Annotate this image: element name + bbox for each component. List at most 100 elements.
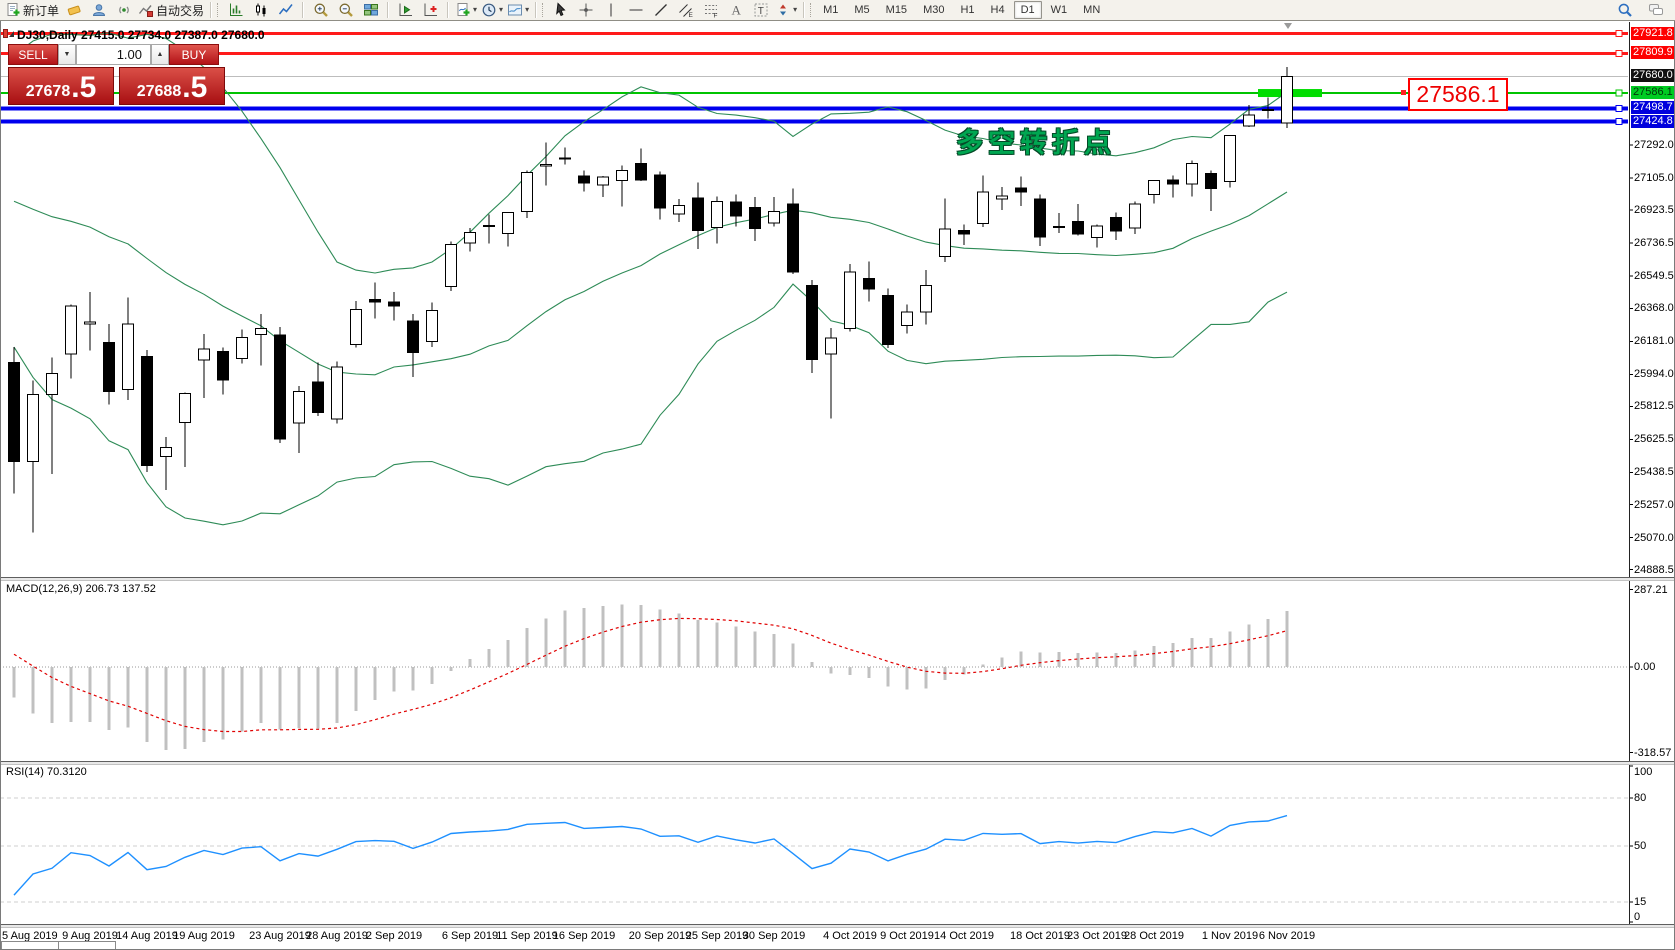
bar-chart-icon [229,3,243,16]
trendline-icon [654,4,667,16]
cursor-icon [555,2,566,17]
fibonacci-icon: F [704,5,717,18]
timeframe-button-m5[interactable]: M5 [854,4,870,16]
signals-button[interactable] [111,1,136,20]
templates-button[interactable]: ▾ [505,1,531,20]
chat-button[interactable] [1643,1,1668,20]
chart-line-button[interactable] [273,1,298,20]
price-axis-tick: 26736.5 [1634,237,1674,250]
horizontal-line-button[interactable] [623,1,648,20]
text-label-button[interactable]: T [748,1,773,20]
arrows-icon [780,4,787,16]
indicators-button[interactable]: ▾ [453,1,479,20]
dropdown-caret-icon: ▾ [473,5,478,14]
periods-button[interactable]: ▾ [479,1,505,20]
text-label-icon: T [754,3,768,17]
pane-splitter-macd[interactable] [0,577,1675,581]
annotation-anchor-marker [1401,90,1406,95]
volume-input[interactable] [76,44,151,65]
chart-shift-button[interactable] [418,1,443,20]
search-icon [1618,3,1632,17]
pane-splitter-rsi[interactable] [0,761,1675,765]
date-axis-label: 19 Aug 2019 [173,930,235,942]
sell-price-int: 27678 [25,83,71,101]
buy-caption: BUY [169,44,219,65]
buy-button[interactable]: 27688 .5 [119,67,225,105]
toolbar-separator [447,2,450,18]
price-axis-tick: 24888.5 [1634,563,1674,576]
timeframe-button-h1[interactable]: H1 [960,4,975,16]
toolbar-grip [810,3,813,17]
line-chart-icon [278,4,293,15]
toolbar-separator [535,2,538,18]
crosshair-button[interactable] [573,1,598,20]
crosshair-icon [579,3,593,17]
chart-candles-button[interactable] [248,1,273,20]
community-button[interactable] [86,1,111,20]
search-button[interactable] [1612,1,1637,20]
timeframe-button-m30[interactable]: M30 [923,4,945,16]
community-icon [92,4,105,16]
timeframe-button-w1[interactable]: W1 [1050,4,1068,16]
rsi-label: RSI(14) 70.3120 [6,766,87,778]
dropdown-caret-icon: ▾ [499,5,504,14]
timeframe-button-mn[interactable]: MN [1083,4,1101,16]
rsi-axis-tick: 15 [1634,896,1647,908]
date-axis-label: 18 Oct 2019 [1010,930,1070,942]
autotrading-button[interactable]: 自动交易 [136,1,206,20]
rsi-axis-tick: 50 [1634,840,1647,852]
price-level-box-annotation[interactable]: 27586.1 [1408,78,1508,111]
date-axis-label: 30 Sep 2019 [742,930,806,942]
turning-point-annotation[interactable]: 多空转折点 [956,128,1116,158]
auto-scroll-button[interactable] [393,1,418,20]
price-level-badge: 27921.8 [1631,26,1675,40]
pane-splitter-dates [0,924,1675,928]
volume-increase-button[interactable]: ▲ [151,44,169,65]
rsi-axis-tick: 100 [1634,766,1653,778]
timeframe-button-d1[interactable]: D1 [1013,1,1042,19]
zoom-out-icon [339,3,353,17]
timeframe-button-m15[interactable]: M15 [885,4,908,16]
arrows-button[interactable]: ▾ [773,1,799,20]
channel-button[interactable]: E [673,1,698,20]
trendline-button[interactable] [648,1,673,20]
macd-axis-tick: 0.00 [1634,661,1656,673]
svg-text:E: E [688,12,693,18]
sell-button[interactable]: 27678 .5 [8,67,114,105]
cursor-button[interactable] [548,1,573,20]
volume-decrease-button[interactable]: ▼ [58,44,76,65]
timeframe-button-h4[interactable]: H4 [990,4,1005,16]
equidistant-channel-icon: E [678,4,693,18]
market-icon [67,5,81,16]
timeframe-button-m1[interactable]: M1 [823,4,839,16]
date-axis-label: 1 Nov 2019 [1201,930,1259,942]
zoom-in-button[interactable] [308,1,333,20]
tile-windows-button[interactable] [358,1,383,20]
sell-caption: SELL [8,44,58,65]
price-axis-tick: 25994.0 [1634,368,1674,381]
price-level-badge: 27498.7 [1631,101,1675,115]
text-button[interactable]: A [723,1,748,20]
buy-price-dec: .5 [182,71,208,105]
new-order-button[interactable]: 新订单 [3,1,61,20]
price-level-badge: 27424.8 [1631,114,1675,128]
price-level-badge: 27809.9 [1631,46,1675,60]
chart-shift-marker[interactable] [1284,23,1292,29]
date-axis-label: 4 Oct 2019 [823,930,877,942]
fibonacci-button[interactable]: F [698,1,723,20]
date-axis-label: 14 Aug 2019 [116,930,178,942]
main-toolbar: 新订单 自动交易 [0,0,1675,21]
price-axis-tick: 26181.0 [1634,335,1674,348]
toolbar-separator [387,2,390,18]
vertical-line-button[interactable] [598,1,623,20]
market-button[interactable] [61,1,86,20]
new-order-icon [7,3,20,16]
horizontal-line-icon [629,9,643,11]
date-axis-label: 11 Sep 2019 [496,930,558,942]
chart-bars-button[interactable] [223,1,248,20]
date-axis-label: 6 Nov 2019 [1258,930,1316,942]
price-axis-tick: 27105.0 [1634,172,1674,185]
zoom-out-button[interactable] [333,1,358,20]
rsi-axis-tick: 0 [1634,911,1641,923]
